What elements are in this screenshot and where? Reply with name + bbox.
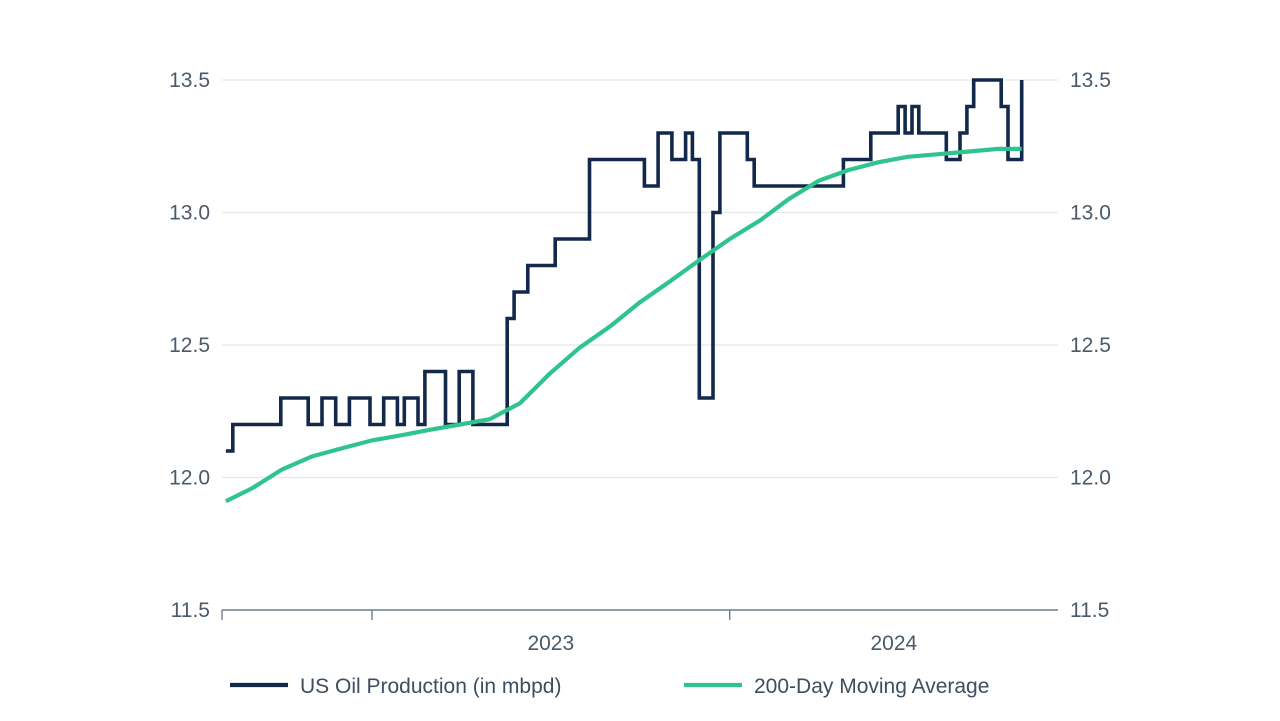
legend-label: 200-Day Moving Average <box>754 675 989 698</box>
y-tick-label-right: 11.5 <box>1070 599 1109 622</box>
y-tick-label-left: 12.5 <box>169 334 210 357</box>
series-layer <box>224 78 1024 504</box>
x-tick-label: 2023 <box>527 632 574 655</box>
y-tick-label-right: 13.0 <box>1070 202 1111 225</box>
y-tick-label-left: 13.5 <box>169 69 210 92</box>
y-tick-label-left: 12.0 <box>169 467 210 490</box>
series-line-moving-average <box>224 146 1022 504</box>
x-tick-label: 2024 <box>870 632 917 655</box>
grid-layer <box>222 79 1058 479</box>
y-tick-label-right: 12.0 <box>1070 467 1111 490</box>
legend-label: US Oil Production (in mbpd) <box>300 675 561 698</box>
y-tick-label-left: 13.0 <box>169 202 210 225</box>
y-tick-label-left: 11.5 <box>171 599 210 622</box>
y-tick-label-right: 13.5 <box>1070 69 1111 92</box>
y-tick-label-right: 12.5 <box>1070 334 1111 357</box>
series-line-us-oil-production <box>225 78 1024 453</box>
axis-layer: 11.5 11.5 12.0 12.0 12.5 12.5 13.0 13.0 13.5 13.5… <box>169 69 1111 655</box>
legend: US Oil Production (in mbpd) 200-Day Movin… <box>230 675 989 698</box>
